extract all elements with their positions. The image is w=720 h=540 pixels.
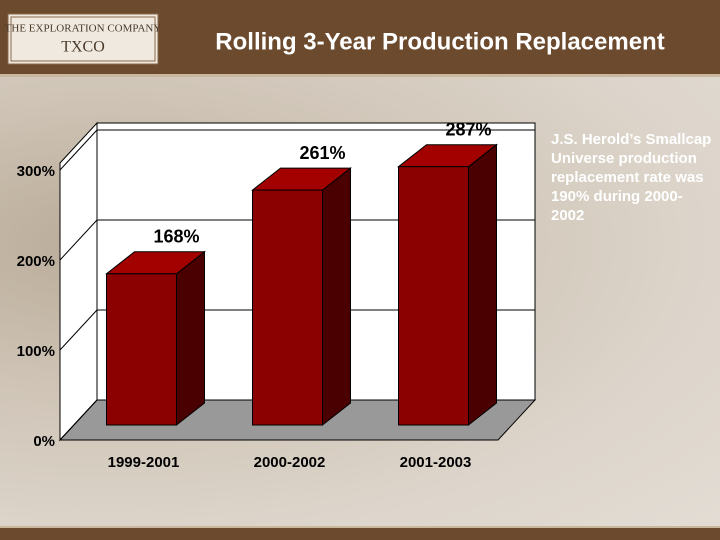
grid-line-side (59, 129, 98, 171)
logo-frame (10, 16, 156, 62)
annotation: J.S. Herold’s Smallcap Universe producti… (551, 131, 712, 224)
y-tick-label: 300% (17, 163, 55, 180)
logo-top: THE EXPLORATION COMPANY (5, 23, 162, 35)
chart-title: Rolling 3-Year Production Replacement (215, 28, 664, 55)
x-tick-label: 2000-2002 (254, 454, 326, 471)
y-tick-label: 0% (33, 433, 55, 450)
value-label: 168% (153, 227, 199, 247)
logo-bottom: TXCO (61, 39, 105, 56)
bar-side (176, 250, 205, 427)
bar (252, 189, 323, 426)
y-tick-label: 100% (17, 343, 55, 360)
grid-line-side (59, 309, 98, 351)
side-wall (59, 121, 98, 442)
bar-side (468, 143, 497, 427)
grid-line-side (59, 219, 98, 261)
footer-rule (0, 526, 720, 528)
x-tick-label: 1999-2001 (108, 454, 180, 471)
bar (398, 166, 469, 426)
value-label: 261% (299, 143, 345, 163)
grid-line-side (59, 399, 98, 441)
value-label: 287% (445, 119, 491, 139)
y-tick-label: 200% (17, 253, 55, 270)
footer-band (0, 528, 720, 540)
logo-box (7, 13, 159, 65)
x-tick-label: 2001-2003 (400, 454, 472, 471)
bar-side (322, 167, 351, 427)
header-rule (0, 74, 720, 77)
bar (106, 273, 177, 426)
